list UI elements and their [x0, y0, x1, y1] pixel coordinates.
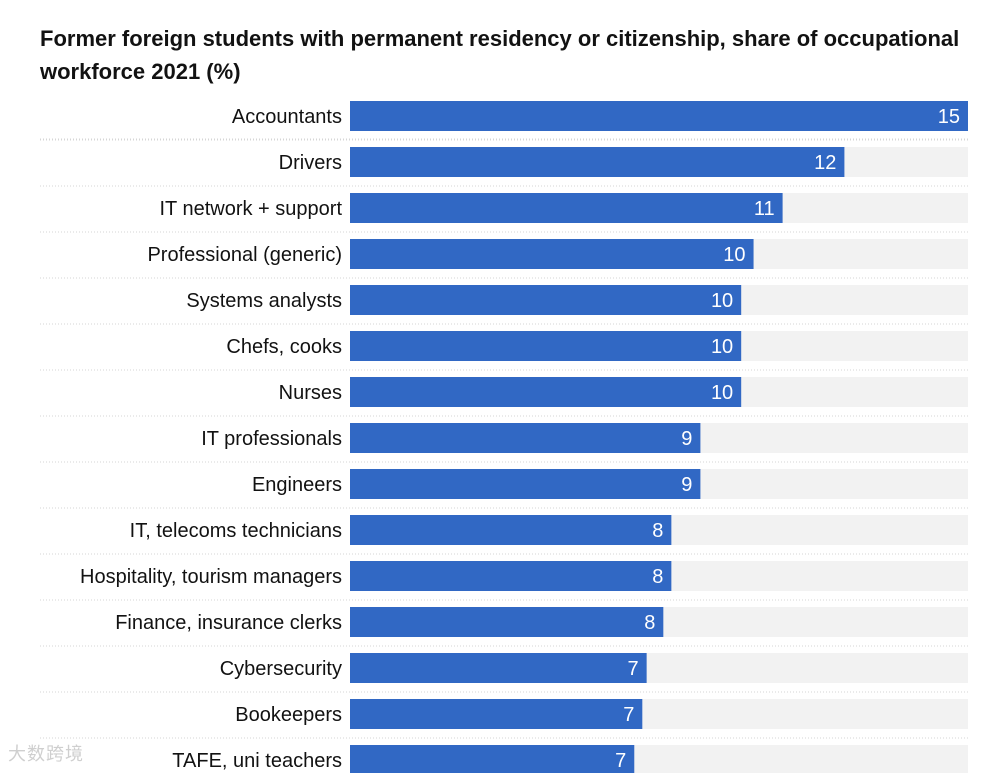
bar [350, 699, 643, 729]
bar [350, 745, 635, 773]
value-label: 9 [681, 428, 692, 450]
value-label: 10 [711, 382, 733, 404]
category-label: Chefs, cooks [226, 336, 342, 358]
value-label: 10 [723, 244, 745, 266]
bar [350, 469, 701, 499]
category-label: Bookeepers [235, 704, 342, 726]
value-label: 7 [628, 658, 639, 680]
category-label: Drivers [279, 152, 342, 174]
category-label: Engineers [252, 474, 342, 496]
value-label: 8 [652, 520, 663, 542]
bar [350, 147, 845, 177]
bar [350, 561, 672, 591]
category-label: IT, telecoms technicians [130, 520, 342, 542]
category-label: IT network + support [160, 198, 343, 220]
value-label: 8 [644, 612, 655, 634]
category-label: Hospitality, tourism managers [80, 566, 342, 588]
value-label: 12 [814, 152, 836, 174]
value-label: 7 [615, 750, 626, 772]
value-label: 8 [652, 566, 663, 588]
bar [350, 285, 742, 315]
value-label: 7 [623, 704, 634, 726]
category-label: Finance, insurance clerks [115, 612, 342, 634]
category-label: TAFE, uni teachers [172, 750, 342, 772]
bar [350, 515, 672, 545]
watermark-text: 大数跨境 [8, 744, 84, 764]
bar [350, 377, 742, 407]
bar [350, 423, 701, 453]
category-label: Accountants [232, 106, 342, 128]
category-label: Professional (generic) [147, 244, 342, 266]
chart-title: Former foreign students with permanent r… [40, 26, 960, 84]
bar [350, 653, 647, 683]
bar [350, 239, 754, 269]
category-label: Nurses [279, 382, 342, 404]
value-label: 9 [681, 474, 692, 496]
category-label: Cybersecurity [220, 658, 342, 680]
bar [350, 193, 783, 223]
bar [350, 331, 742, 361]
value-label: 15 [938, 106, 960, 128]
category-label: IT professionals [201, 428, 342, 450]
value-label: 11 [754, 198, 775, 220]
bar [350, 101, 968, 131]
value-label: 10 [711, 336, 733, 358]
category-label: Systems analysts [186, 290, 342, 312]
value-label: 10 [711, 290, 733, 312]
bar [350, 607, 664, 637]
